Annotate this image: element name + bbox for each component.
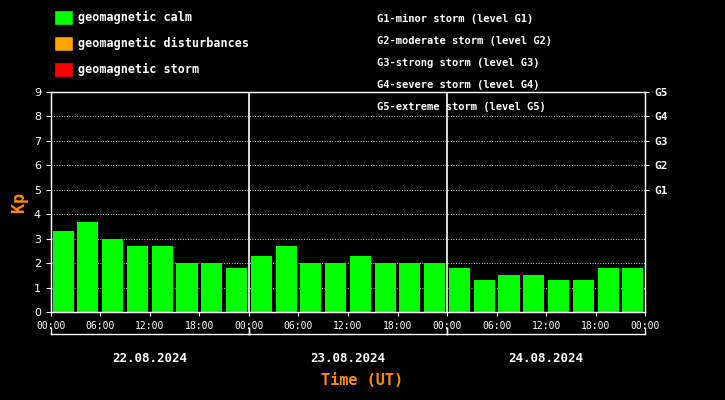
Text: 22.08.2024: 22.08.2024 <box>112 352 187 365</box>
Bar <box>78 222 99 312</box>
Bar <box>325 263 346 312</box>
Bar <box>622 268 643 312</box>
Bar <box>499 275 520 312</box>
Bar <box>548 280 569 312</box>
Text: 23.08.2024: 23.08.2024 <box>310 352 386 365</box>
Bar <box>300 263 321 312</box>
Text: geomagnetic storm: geomagnetic storm <box>78 63 199 76</box>
Bar <box>473 280 494 312</box>
Bar <box>202 263 223 312</box>
Bar <box>251 256 272 312</box>
Text: geomagnetic disturbances: geomagnetic disturbances <box>78 37 249 50</box>
Text: 24.08.2024: 24.08.2024 <box>509 352 584 365</box>
Bar <box>597 268 618 312</box>
Text: Time (UT): Time (UT) <box>321 373 404 388</box>
Text: G5-extreme storm (level G5): G5-extreme storm (level G5) <box>377 102 546 112</box>
Bar <box>375 263 396 312</box>
Text: G1-minor storm (level G1): G1-minor storm (level G1) <box>377 14 534 24</box>
Bar <box>152 246 173 312</box>
Bar <box>424 263 445 312</box>
Text: geomagnetic calm: geomagnetic calm <box>78 11 192 24</box>
Bar <box>399 263 420 312</box>
Text: G3-strong storm (level G3): G3-strong storm (level G3) <box>377 58 539 68</box>
Bar <box>276 246 297 312</box>
Text: G4-severe storm (level G4): G4-severe storm (level G4) <box>377 80 539 90</box>
Bar <box>53 231 74 312</box>
Bar <box>102 239 123 312</box>
Bar <box>127 246 148 312</box>
Bar <box>350 256 371 312</box>
Bar <box>573 280 594 312</box>
Bar <box>226 268 247 312</box>
Bar <box>449 268 470 312</box>
Bar <box>176 263 197 312</box>
Text: G2-moderate storm (level G2): G2-moderate storm (level G2) <box>377 36 552 46</box>
Bar <box>523 275 544 312</box>
Y-axis label: Kp: Kp <box>10 192 28 212</box>
